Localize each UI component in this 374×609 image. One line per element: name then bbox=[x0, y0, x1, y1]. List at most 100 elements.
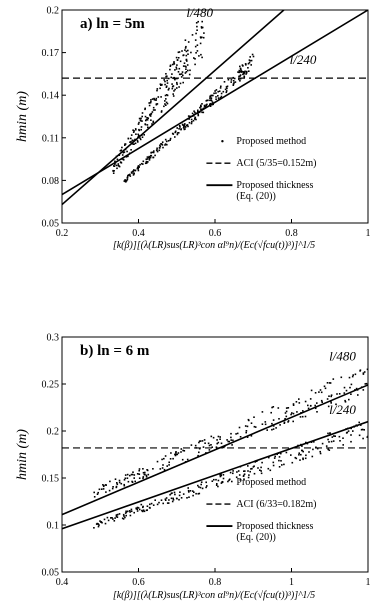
scatter-point bbox=[116, 483, 119, 486]
scatter-point bbox=[257, 467, 259, 469]
scatter-point bbox=[219, 438, 221, 440]
scatter-point bbox=[129, 141, 131, 143]
scatter-point bbox=[196, 29, 198, 31]
scatter-point bbox=[159, 144, 161, 147]
scatter-point bbox=[144, 115, 147, 118]
scatter-point bbox=[298, 398, 300, 400]
scatter-point bbox=[206, 485, 208, 487]
scatter-point bbox=[200, 104, 202, 107]
scatter-point bbox=[111, 517, 113, 519]
scatter-point bbox=[323, 385, 326, 388]
scatter-point bbox=[240, 68, 242, 71]
scatter-point bbox=[132, 131, 135, 133]
scatter-point bbox=[229, 471, 232, 474]
scatter-point bbox=[230, 439, 232, 441]
scatter-point bbox=[156, 460, 159, 463]
scatter-point bbox=[130, 134, 133, 136]
scatter-point bbox=[315, 446, 317, 449]
scatter-point bbox=[146, 117, 148, 119]
scatter-point bbox=[106, 516, 109, 519]
panel-label: b) ln = 6 m bbox=[80, 343, 150, 359]
scatter-point bbox=[232, 470, 234, 472]
scatter-point bbox=[133, 511, 135, 514]
scatter-point bbox=[137, 165, 140, 167]
scatter-point bbox=[140, 503, 143, 506]
scatter-point bbox=[318, 391, 320, 393]
scatter-point bbox=[180, 73, 183, 75]
scatter-point bbox=[149, 156, 152, 159]
scatter-point bbox=[201, 36, 203, 39]
scatter-point bbox=[122, 151, 125, 154]
scatter-point bbox=[195, 22, 198, 24]
scatter-point bbox=[175, 66, 178, 69]
scatter-point bbox=[250, 59, 253, 62]
line-annotation: l/480 bbox=[329, 349, 356, 364]
scatter-point bbox=[199, 440, 202, 442]
scatter-point bbox=[371, 368, 373, 370]
scatter-point bbox=[178, 494, 181, 497]
scatter-point bbox=[132, 143, 134, 145]
scatter-point bbox=[144, 108, 146, 111]
scatter-point bbox=[140, 128, 142, 131]
x-tick-label: 0.8 bbox=[285, 228, 298, 239]
scatter-point bbox=[243, 72, 245, 75]
scatter-point bbox=[107, 519, 110, 522]
scatter-point bbox=[161, 143, 163, 145]
scatter-point bbox=[178, 125, 181, 127]
scatter-point bbox=[129, 514, 132, 517]
scatter-point bbox=[124, 512, 127, 514]
scatter-point bbox=[261, 423, 264, 425]
scatter-point bbox=[331, 436, 334, 438]
scatter-point bbox=[232, 84, 235, 86]
scatter-point bbox=[316, 411, 318, 413]
scatter-point bbox=[102, 485, 105, 488]
scatter-point bbox=[183, 126, 185, 128]
scatter-point bbox=[270, 411, 272, 414]
scatter-point bbox=[162, 502, 164, 505]
scatter-point bbox=[155, 99, 157, 101]
scatter-point bbox=[350, 427, 352, 430]
scatter-point bbox=[305, 441, 307, 444]
scatter-point bbox=[156, 89, 158, 92]
scatter-point bbox=[335, 403, 337, 406]
scatter-point bbox=[215, 478, 217, 481]
scatter-point bbox=[248, 70, 250, 72]
scatter-point bbox=[193, 110, 195, 112]
scatter-point bbox=[174, 78, 176, 81]
scatter-point bbox=[109, 480, 111, 483]
scatter-point bbox=[146, 469, 149, 472]
scatter-point bbox=[150, 119, 152, 121]
chart-panel-b: 0.05 0.1 0.15 0.2 0.25 0.3 0.4 0.6 0.8 1 1 b) ln = … bbox=[15, 333, 373, 602]
scatter-point bbox=[250, 468, 252, 470]
y-tick-label: 0.3 bbox=[47, 333, 60, 344]
scatter-point bbox=[128, 174, 130, 176]
scatter-point bbox=[148, 159, 151, 161]
scatter-point bbox=[244, 470, 246, 472]
scatter-point bbox=[199, 486, 202, 489]
x-tick-label: 0.2 bbox=[56, 228, 69, 239]
scatter-point bbox=[173, 90, 175, 92]
scatter-point bbox=[292, 420, 294, 423]
scatter-point bbox=[147, 126, 149, 129]
scatter-point bbox=[211, 94, 213, 97]
scatter-point bbox=[235, 476, 238, 478]
scatter-point bbox=[164, 499, 167, 501]
scatter-point bbox=[152, 120, 155, 123]
scatter-point bbox=[266, 429, 268, 431]
scatter-point bbox=[199, 36, 202, 38]
scatter-point bbox=[141, 510, 144, 513]
legend-dot-marker bbox=[221, 139, 224, 143]
scatter-point bbox=[141, 136, 144, 138]
scatter-point bbox=[169, 139, 171, 141]
scatter-point bbox=[357, 394, 359, 396]
scatter-point bbox=[176, 81, 178, 84]
scatter-point bbox=[314, 407, 317, 410]
scatter-point bbox=[98, 524, 100, 526]
scatter-point bbox=[184, 72, 187, 74]
scatter-point bbox=[362, 437, 364, 440]
scatter-point bbox=[294, 456, 297, 459]
scatter-point bbox=[145, 119, 147, 122]
scatter-point bbox=[184, 49, 186, 51]
scatter-point bbox=[143, 473, 146, 476]
scatter-point bbox=[175, 451, 177, 453]
